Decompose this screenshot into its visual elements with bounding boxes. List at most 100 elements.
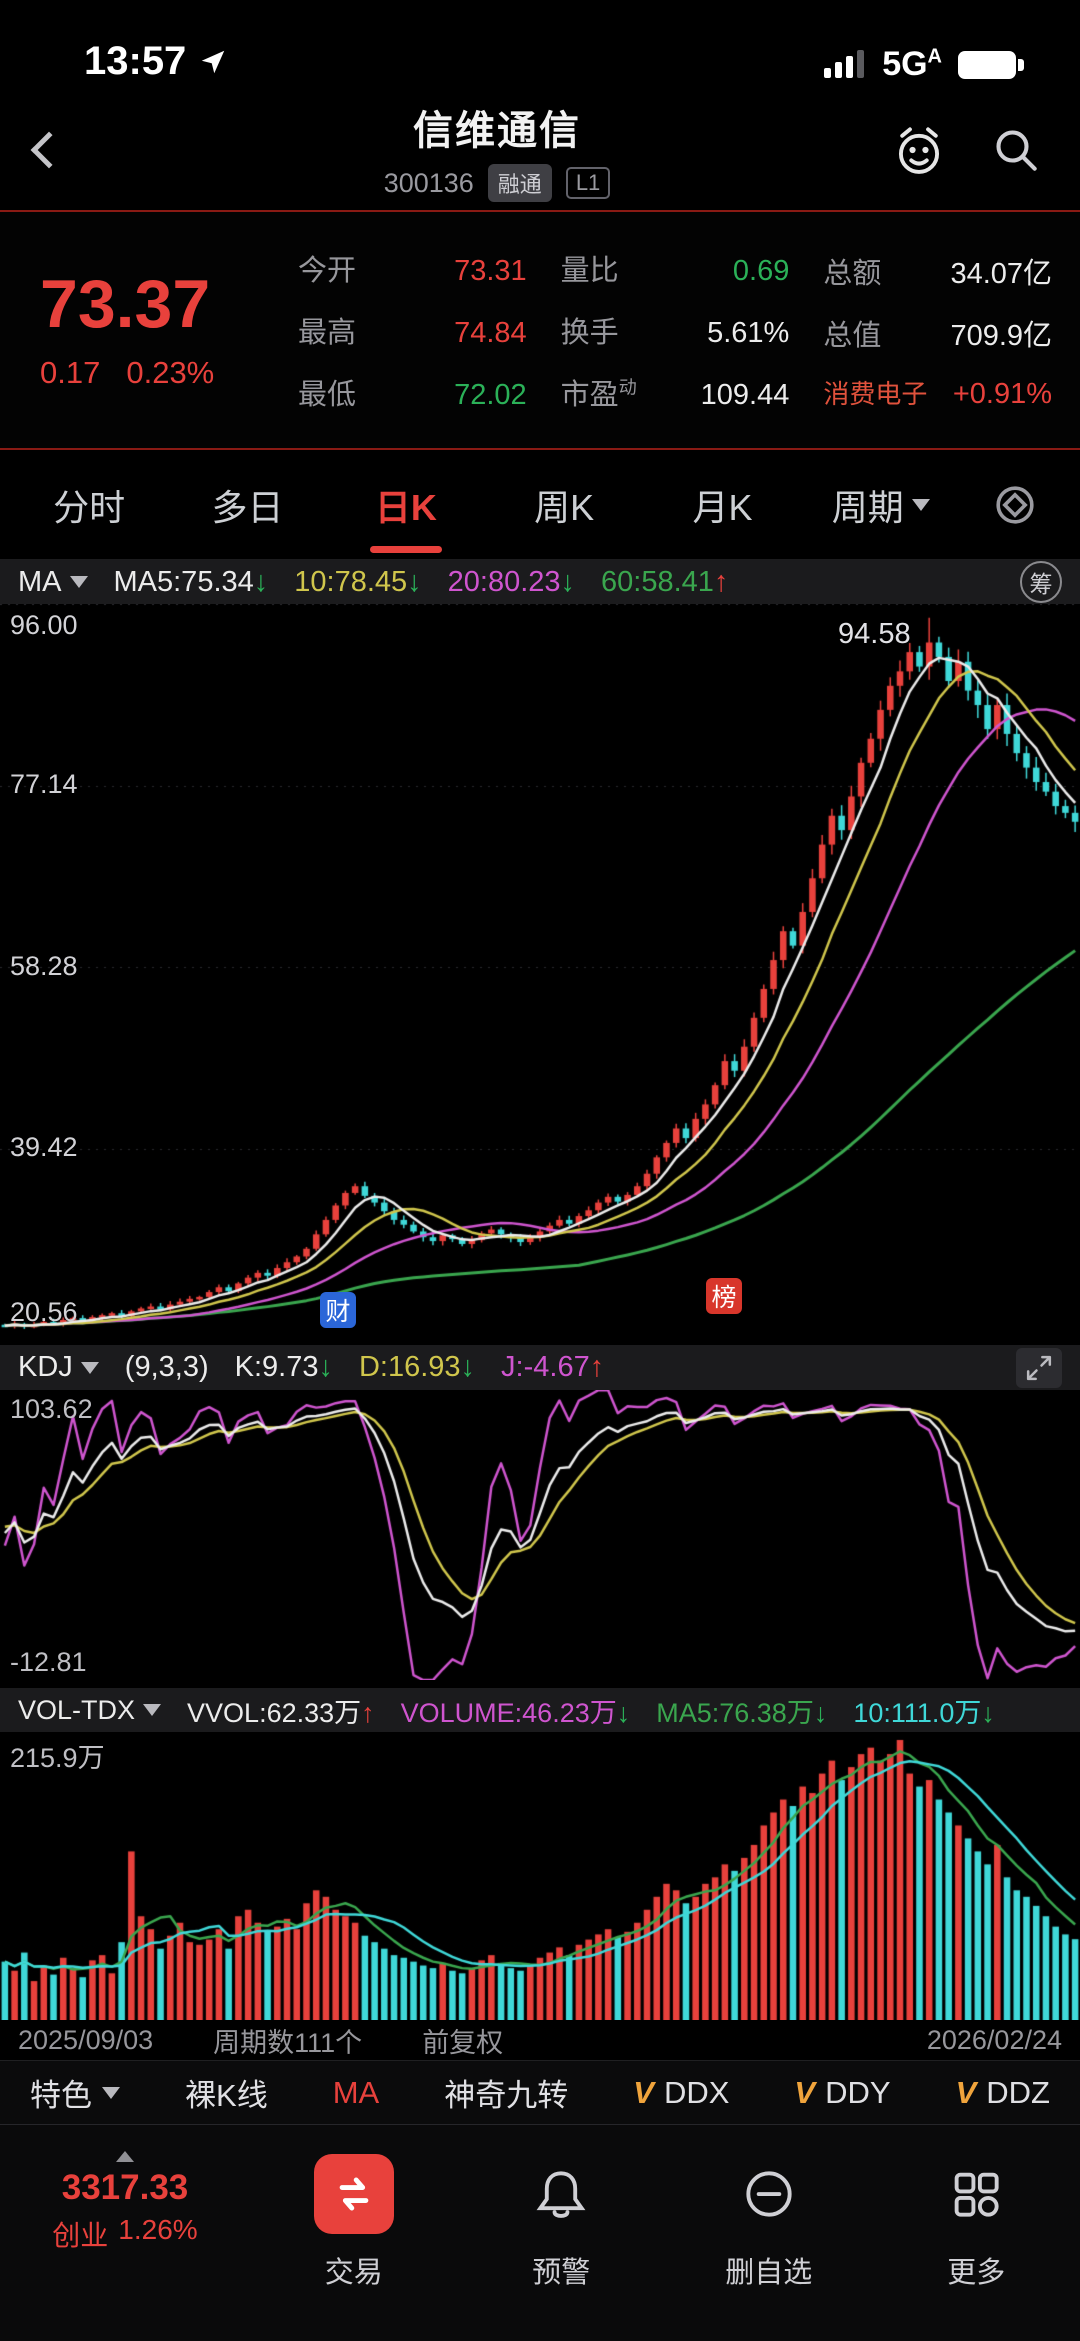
cellular-signal-icon	[824, 49, 865, 78]
nav-alert-button[interactable]: 预警	[458, 2151, 666, 2291]
tab-multiday[interactable]: 多日	[211, 486, 284, 528]
y-axis-label: 77.14	[10, 769, 78, 799]
toolbar-naked-k[interactable]: 裸K线	[185, 2078, 268, 2113]
vip-icon: V	[955, 2074, 977, 2110]
axis-period-count: 周期数111个	[213, 2027, 363, 2058]
back-icon	[30, 131, 68, 169]
volume-value: VOLUME:46.23万↓	[400, 1697, 631, 1728]
tab-weekly-k[interactable]: 周K	[534, 486, 595, 528]
vol-ma5-value: MA5:76.38万↓	[656, 1697, 828, 1728]
volume-chart-panel: 215.9万	[0, 1732, 1080, 2020]
quote-field-mcap: 总值 709.9亿	[823, 319, 1053, 352]
vip-icon: V	[794, 2074, 816, 2110]
tab-monthly-k[interactable]: 月K	[692, 486, 753, 528]
kdj-canvas[interactable]	[0, 1390, 1080, 1680]
quote-panel: 73.37 0.17 0.23% 今开 73.31 最高 74.84 最低 72.02	[0, 210, 1080, 450]
period-tabs: 分时 多日 日K 周K 月K 周期	[0, 450, 1080, 560]
volume-y-top: 215.9万	[10, 1743, 105, 1773]
nav-trade-button[interactable]: 交易	[250, 2151, 458, 2291]
peak-price-label: 94.58	[838, 618, 911, 650]
index-value: 3317.33	[61, 2168, 189, 2207]
toolbar-ma[interactable]: MA	[332, 2074, 380, 2110]
vol-ma10-value: 10:111.0万↓	[853, 1697, 995, 1728]
chevron-down-icon	[80, 1361, 99, 1374]
price-block[interactable]: 73.37 0.17 0.23%	[40, 266, 290, 391]
toolbar-ddy[interactable]: V DDY	[794, 2074, 891, 2110]
chevron-down-icon	[911, 498, 930, 511]
ma10-value: 10:78.45↓	[294, 565, 422, 598]
index-quote-button[interactable]: 3317.33 创业 1.26%	[0, 2151, 250, 2254]
kdj-y-top: 103.62	[10, 1394, 93, 1424]
quote-field-sector[interactable]: 消费电子 +0.91%	[823, 377, 1053, 410]
main-chart-panel: 96.00 77.14 58.28 39.42 20.56 94.58 财 榜	[0, 604, 1080, 1330]
quote-field-qrr: 量比 0.69	[560, 255, 790, 287]
axis-end-date: 2026/02/24	[926, 2024, 1062, 2055]
toolbar-ddx[interactable]: V DDX	[633, 2074, 730, 2110]
finance-event-badge[interactable]: 财	[320, 1292, 356, 1328]
ma60-value: 60:58.41↑	[601, 565, 729, 598]
search-icon[interactable]	[988, 122, 1044, 178]
kdj-j-value: J:-4.67↑	[501, 1351, 605, 1383]
y-axis-label: 20.56	[10, 1297, 78, 1327]
chevron-down-icon	[69, 576, 88, 588]
kdj-indicator-bar: KDJ (9,3,3) K:9.73↓ D:16.93↓ J:-4.67↑	[0, 1345, 1080, 1390]
expand-arrows-icon	[1026, 1355, 1052, 1380]
quote-field-high: 最高 74.84	[298, 317, 527, 349]
tab-minute[interactable]: 分时	[53, 486, 126, 528]
tab-period-dropdown[interactable]: 周期	[802, 450, 960, 559]
ma20-value: 20:80.23↓	[447, 565, 576, 598]
quote-field-low: 最低 72.02	[298, 379, 527, 411]
nav-remove-watchlist-button[interactable]: 删自选	[665, 2151, 873, 2291]
stock-subtitle: 300136 融通 L1	[106, 164, 888, 202]
ma5-value: MA5:75.34↓	[113, 565, 269, 598]
tab-daily-k[interactable]: 日K	[327, 450, 485, 559]
adjust-mode-button[interactable]: 前复权	[422, 2027, 504, 2058]
vol-selector[interactable]: VOL-TDX	[18, 1695, 162, 1726]
kdj-selector[interactable]: KDJ	[18, 1351, 99, 1384]
toolbar-magic-nine[interactable]: 神奇九转	[444, 2078, 569, 2113]
ma-indicator-bar: MA MA5:75.34↓ 10:78.45↓ 20:80.23↓ 60:58.…	[0, 560, 1080, 604]
status-bar: 13:57 5GA	[0, 0, 1080, 90]
candlestick-canvas[interactable]	[0, 604, 1080, 1330]
trade-swap-icon	[313, 2154, 394, 2234]
price-change-pct: 0.23%	[126, 354, 215, 390]
battery-icon	[958, 50, 1024, 79]
header: 信维通信 300136 融通 L1	[0, 90, 1080, 210]
volume-canvas[interactable]	[0, 1732, 1080, 2020]
kdj-params: (9,3,3)	[124, 1351, 209, 1383]
x-axis-row: 2025/09/03 周期数111个 前复权 2026/02/24	[0, 2020, 1080, 2060]
quote-field-amount: 总额 34.07亿	[823, 257, 1053, 290]
grid-more-icon	[954, 2172, 999, 2217]
price-change: 0.17	[40, 354, 101, 390]
back-button[interactable]	[30, 131, 106, 169]
y-axis-label: 58.28	[10, 951, 78, 981]
y-axis-label: 96.00	[10, 610, 78, 640]
feature-dropdown[interactable]: 特色	[30, 2070, 120, 2115]
location-arrow-icon	[202, 50, 225, 73]
vol-indicator-bar: VOL-TDX VVOL:62.33万↑ VOLUME:46.23万↓ MA5:…	[0, 1688, 1080, 1732]
chevron-down-icon	[102, 2086, 120, 2099]
kdj-chart-panel: 103.62 -12.81	[0, 1390, 1080, 1680]
rank-event-badge[interactable]: 榜	[706, 1278, 742, 1314]
last-price: 73.37	[40, 266, 211, 343]
expand-chart-button[interactable]	[1016, 1347, 1062, 1388]
chip-distribution-button[interactable]: 筹	[1020, 561, 1062, 603]
alarm-clock-icon[interactable]	[888, 119, 950, 181]
price-change-row: 0.17 0.23%	[40, 355, 290, 391]
kdj-k-value: K:9.73↓	[234, 1351, 333, 1383]
toolbar-ddz[interactable]: V DDZ	[955, 2074, 1050, 2110]
quote-field-open: 今开 73.31	[298, 255, 527, 287]
y-axis-label: 39.42	[10, 1132, 78, 1162]
level-tag: L1	[565, 167, 611, 199]
ma-selector[interactable]: MA	[18, 566, 88, 599]
network-type: 5GA	[882, 45, 942, 83]
kdj-y-bottom: -12.81	[10, 1647, 87, 1677]
vip-icon: V	[633, 2074, 654, 2110]
nav-more-button[interactable]: 更多	[873, 2151, 1080, 2291]
triangle-up-icon	[116, 2151, 134, 2162]
minus-circle-icon	[746, 2171, 792, 2217]
bell-icon	[536, 2171, 586, 2218]
stock-code: 300136	[383, 167, 474, 198]
chart-settings-button[interactable]	[960, 450, 1070, 559]
clock: 13:57	[84, 39, 187, 83]
